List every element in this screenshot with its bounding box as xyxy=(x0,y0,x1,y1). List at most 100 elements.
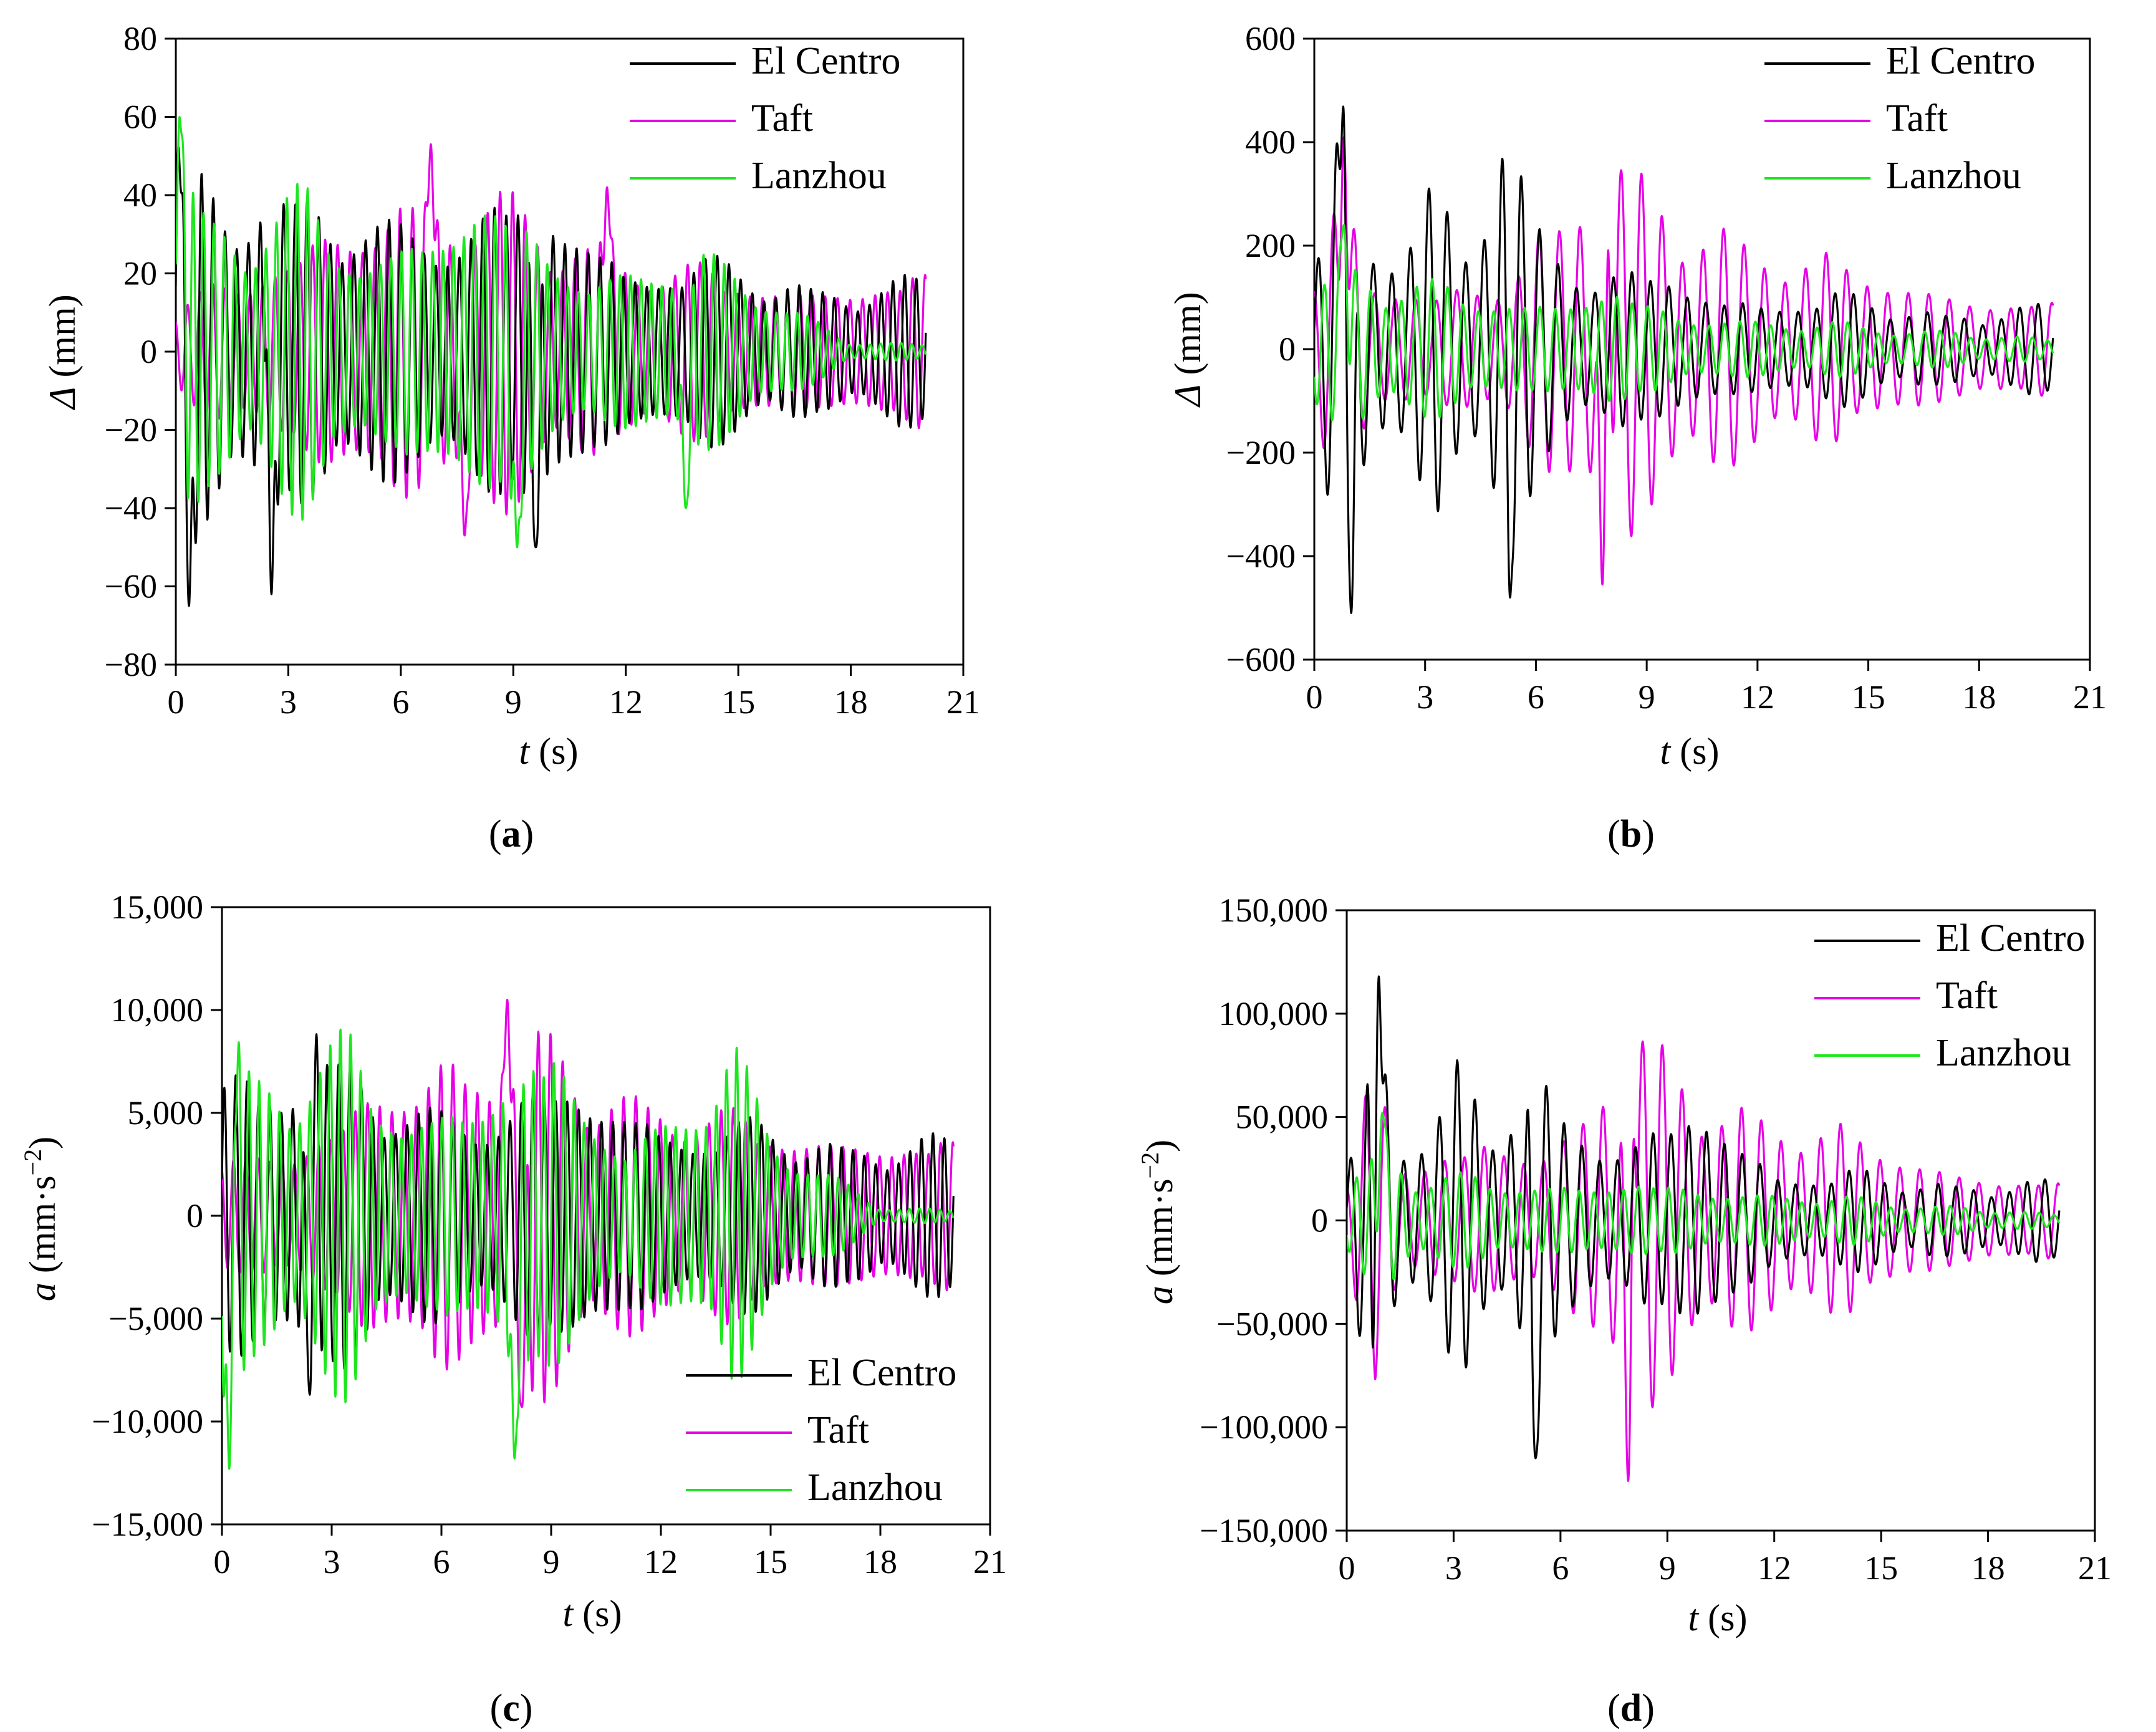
y-tick-label: −200 xyxy=(1226,434,1296,471)
y-tick-label: −400 xyxy=(1226,537,1296,575)
legend-label: Lanzhou xyxy=(1936,1032,2071,1074)
legend: El Centro Taft Lanzhou xyxy=(686,1352,956,1509)
y-tick-label: −40 xyxy=(105,489,157,527)
x-tick-label: 21 xyxy=(946,683,980,721)
y-axis-label: Δ (mm) xyxy=(42,294,83,410)
legend-label: El Centro xyxy=(1936,917,2085,960)
y-tick-label: 10,000 xyxy=(111,991,204,1029)
y-tick-label: 50,000 xyxy=(1236,1099,1329,1136)
y-tick-label: 5,000 xyxy=(128,1094,204,1132)
y-axis-label: a (mm·s−2) xyxy=(1136,1140,1181,1304)
panel-c: 0 3 6 9 12 15 18 21 −15,000 −10,000 −5,000 0 5,000 10… xyxy=(19,888,1008,1730)
x-tick-label: 18 xyxy=(864,1543,897,1580)
x-tick-label: 3 xyxy=(324,1543,340,1580)
curves xyxy=(222,998,955,1470)
curves xyxy=(176,115,927,607)
y-tick-label: 600 xyxy=(1245,20,1296,57)
panel-d: 0 3 6 9 12 15 18 21 −150,000 −100,000 −50,000 0 50,0… xyxy=(1136,892,2112,1730)
x-tick-label: 3 xyxy=(1417,678,1433,716)
x-tick-label: 18 xyxy=(1962,678,1996,716)
panel-b: 0 3 6 9 12 15 18 21 −600 −400 −200 0 200 400 600 t (s)… xyxy=(1167,20,2107,855)
x-tick-label: 3 xyxy=(280,683,297,721)
x-tick-label: 6 xyxy=(433,1543,450,1580)
panel-label: (c) xyxy=(490,1687,533,1730)
y-tick-label: 15,000 xyxy=(111,888,204,926)
x-axis-label: t (s) xyxy=(563,1593,622,1634)
x-tick-label: 18 xyxy=(834,683,868,721)
x-tick-label: 6 xyxy=(1552,1549,1569,1587)
legend-label: Lanzhou xyxy=(751,155,887,197)
series-line-el-centro xyxy=(1347,975,2061,1460)
x-tick-label: 12 xyxy=(644,1543,678,1580)
y-axis-label: Δ (mm) xyxy=(1167,292,1208,408)
y-tick-label: −60 xyxy=(105,568,157,605)
x-tick-label: 21 xyxy=(973,1543,1007,1580)
x-tick-label: 3 xyxy=(1445,1549,1462,1587)
ticks: 0 3 6 9 12 15 18 21 −15,000 −10,000 −5,000 0 5,000 10… xyxy=(92,888,1007,1580)
series-line-lanzhou xyxy=(176,115,927,549)
series-line-lanzhou xyxy=(1347,1112,2061,1281)
x-tick-label: 0 xyxy=(1339,1549,1355,1587)
x-tick-label: 9 xyxy=(1639,678,1655,716)
panel-label: (a) xyxy=(489,813,534,855)
y-tick-label: 200 xyxy=(1245,227,1296,264)
x-tick-label: 21 xyxy=(2073,678,2107,716)
y-tick-label: 0 xyxy=(1279,330,1296,368)
y-tick-label: −600 xyxy=(1226,641,1296,678)
x-tick-label: 0 xyxy=(1306,678,1323,716)
series-line-taft xyxy=(1314,136,2054,586)
x-tick-label: 6 xyxy=(392,683,409,721)
y-tick-label: −10,000 xyxy=(92,1403,203,1440)
x-tick-label: 15 xyxy=(754,1543,787,1580)
legend-label: El Centro xyxy=(1886,40,2035,82)
legend-label: Taft xyxy=(1886,97,1948,140)
y-tick-label: 0 xyxy=(186,1197,203,1234)
x-tick-label: 18 xyxy=(1971,1549,2005,1587)
legend: El Centro Taft Lanzhou xyxy=(1814,917,2085,1074)
legend-label: El Centro xyxy=(751,40,900,82)
legend-label: Taft xyxy=(1936,974,1998,1017)
y-tick-label: 40 xyxy=(123,176,157,214)
y-tick-label: 0 xyxy=(1311,1202,1328,1239)
y-tick-label: 150,000 xyxy=(1219,892,1329,929)
x-axis-label: t (s) xyxy=(519,731,579,772)
x-tick-label: 12 xyxy=(1758,1549,1791,1587)
x-tick-label: 0 xyxy=(214,1543,231,1580)
x-tick-label: 15 xyxy=(721,683,755,721)
y-tick-label: 400 xyxy=(1245,123,1296,161)
series-line-el-centro xyxy=(1314,105,2054,614)
y-tick-label: −80 xyxy=(105,646,157,683)
series-line-lanzhou xyxy=(1314,224,2054,421)
y-tick-label: −15,000 xyxy=(92,1506,203,1543)
x-axis-label: t (s) xyxy=(1660,731,1720,772)
legend-label: Lanzhou xyxy=(807,1466,943,1509)
y-tick-label: −50,000 xyxy=(1216,1305,1328,1342)
x-tick-label: 15 xyxy=(1864,1549,1898,1587)
legend-label: Lanzhou xyxy=(1886,155,2021,197)
series-line-taft xyxy=(1347,1040,2061,1482)
legend-label: Taft xyxy=(751,97,813,140)
y-tick-label: 80 xyxy=(123,20,157,57)
panel-label: (b) xyxy=(1607,813,1655,855)
x-tick-label: 0 xyxy=(168,683,185,721)
legend: El Centro Taft Lanzhou xyxy=(1764,40,2035,197)
y-tick-label: −20 xyxy=(105,411,157,449)
y-tick-label: 20 xyxy=(123,255,157,292)
x-tick-label: 12 xyxy=(1741,678,1774,716)
legend-label: Taft xyxy=(807,1409,869,1451)
x-tick-label: 9 xyxy=(1659,1549,1676,1587)
y-tick-label: −5,000 xyxy=(108,1300,203,1337)
x-tick-label: 9 xyxy=(543,1543,560,1580)
x-tick-label: 6 xyxy=(1528,678,1544,716)
curves xyxy=(1314,105,2054,614)
panel-label: (d) xyxy=(1607,1687,1655,1730)
x-tick-label: 12 xyxy=(609,683,643,721)
y-axis-label: a (mm·s−2) xyxy=(19,1137,64,1301)
ticks: 0 3 6 9 12 15 18 21 −600 −400 −200 0 200 400 600 xyxy=(1226,20,2107,716)
y-tick-label: 0 xyxy=(140,333,157,370)
series-line-lanzhou xyxy=(222,1028,955,1470)
ticks: 0 3 6 9 12 15 18 21 −150,000 −100,000 −50,000 0 50,0… xyxy=(1200,892,2112,1587)
x-axis-label: t (s) xyxy=(1688,1597,1748,1638)
